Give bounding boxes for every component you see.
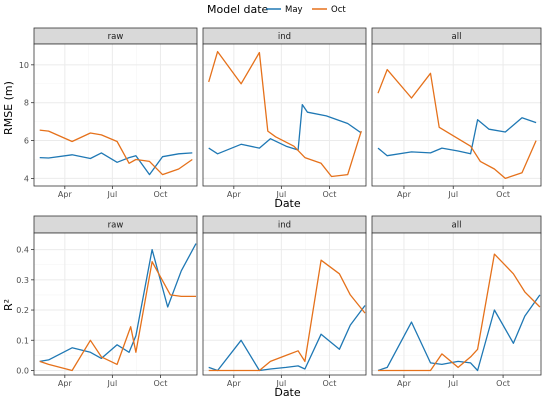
panel-rmse-all: all Apr Jul Oct [371,27,542,199]
facet-label: raw [108,221,124,231]
panel-border [33,43,198,187]
y-tick-label: 0.1 [16,336,29,345]
x-tick-label: Jul [447,379,458,388]
facet-label: ind [278,221,291,231]
x-tick-label: Oct [323,379,337,388]
legend-title: Model date [207,3,269,16]
x-tick-label: Jul [107,190,118,199]
facet-label: all [452,32,462,42]
y-axis-title: RMSE (m) [2,81,15,135]
panel-border [33,232,198,376]
series-line-oct [377,68,537,180]
series-line-oct [378,253,541,372]
panel-r2-all: all Apr Jul Oct [371,215,542,388]
panel-background [203,44,366,186]
panel-border [202,43,367,187]
facet-label: ind [278,32,291,42]
y-tick-label: 0.2 [16,306,29,315]
y-tick-label: 0.3 [16,276,29,285]
y-tick-label: 0.0 [16,366,29,375]
panel-border [371,43,542,187]
y-axis-title: R² [2,299,15,311]
series-line-oct [39,261,196,372]
x-tick-label: Apr [397,379,412,388]
x-tick-label: Jul [276,190,287,199]
panel-rmse-ind: ind Apr Jul Oct [202,27,367,199]
x-tick-label: Jul [107,379,118,388]
y-tick-label: 0.4 [16,246,29,255]
x-tick-label: Apr [227,190,242,199]
y-tick-label: 4 [24,174,29,183]
x-tick-label: Apr [58,190,73,199]
x-tick-label: Jul [447,190,458,199]
series-line-may [39,152,193,176]
y-tick-label: 8 [24,99,29,108]
panel-background [34,233,197,375]
series-line-may [208,103,362,155]
x-tick-label: Jul [276,379,287,388]
legend-label-oct: Oct [331,5,346,15]
facet-label: raw [108,32,124,42]
panel-border [202,232,367,376]
facet-label: all [452,221,462,231]
series-line-oct [39,129,193,176]
x-tick-label: Oct [323,190,337,199]
panel-background [34,44,197,186]
x-axis-title: Date [274,386,301,399]
x-axis-title: Date [274,197,301,210]
panel-background [372,233,541,375]
panel-background [372,44,541,186]
x-tick-label: Apr [397,190,412,199]
panel-background [203,233,366,375]
y-tick-label: 10 [19,61,29,70]
series-line-oct [208,259,366,372]
x-tick-label: Oct [496,190,510,199]
x-tick-label: Apr [227,379,242,388]
x-tick-label: Oct [496,379,510,388]
series-line-may [377,117,537,157]
series-line-oct [208,50,362,178]
x-tick-label: Apr [58,379,73,388]
series-line-may [208,305,366,372]
legend-label-may: May [285,5,303,15]
panel-r2-ind: ind Apr Jul Oct [202,215,367,388]
legend: Model date May Oct [207,3,346,16]
x-tick-label: Oct [154,190,168,199]
x-tick-label: Oct [154,379,168,388]
panel-border [371,232,542,376]
panel-rmse-raw: raw Apr Jul Oct 4 6 8 10 [19,27,198,199]
panel-r2-raw: raw Apr Jul Oct 0.0 0.1 0.2 0.3 0.4 [16,215,198,388]
y-tick-label: 6 [24,137,29,146]
